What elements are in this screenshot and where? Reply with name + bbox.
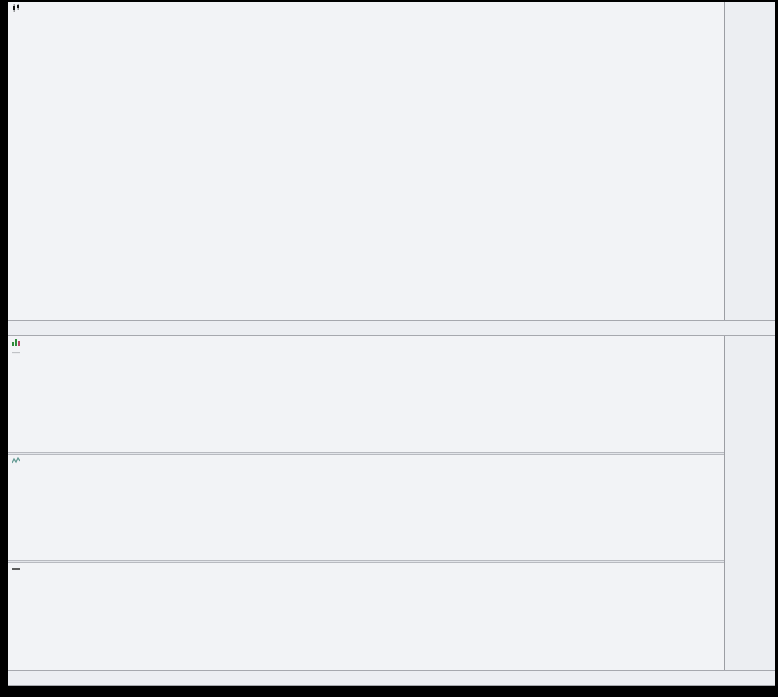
rsi-panel[interactable] <box>8 455 724 560</box>
volume-panel[interactable] <box>8 336 724 452</box>
charting-app-window: — <box>8 2 775 686</box>
instrument-icon <box>12 4 20 14</box>
rsi-axis-labels[interactable] <box>724 455 775 560</box>
price-axis-labels[interactable] <box>724 2 775 320</box>
volume-chart-canvas[interactable] <box>8 336 724 452</box>
macd-axis-labels[interactable] <box>724 563 775 670</box>
volume-axis-labels[interactable] <box>724 336 775 452</box>
date-axis-top[interactable] <box>8 320 775 336</box>
macd-icon <box>12 565 20 575</box>
date-axis-bottom[interactable] <box>8 670 775 686</box>
macd-chart-canvas[interactable] <box>8 563 724 670</box>
macd-legend <box>12 565 22 575</box>
macd-panel[interactable] <box>8 563 724 670</box>
panel-separator[interactable] <box>8 560 724 563</box>
rsi-chart-canvas[interactable] <box>8 455 724 560</box>
panel-separator[interactable] <box>8 452 724 455</box>
volume-icon <box>12 338 20 348</box>
rsi-icon <box>11 456 21 467</box>
price-legend <box>12 4 22 14</box>
right-price-axis[interactable] <box>724 2 775 686</box>
rsi-legend <box>11 456 22 467</box>
volume-legend: — <box>12 338 22 357</box>
price-chart-canvas[interactable] <box>8 2 724 320</box>
price-panel[interactable] <box>8 2 724 320</box>
